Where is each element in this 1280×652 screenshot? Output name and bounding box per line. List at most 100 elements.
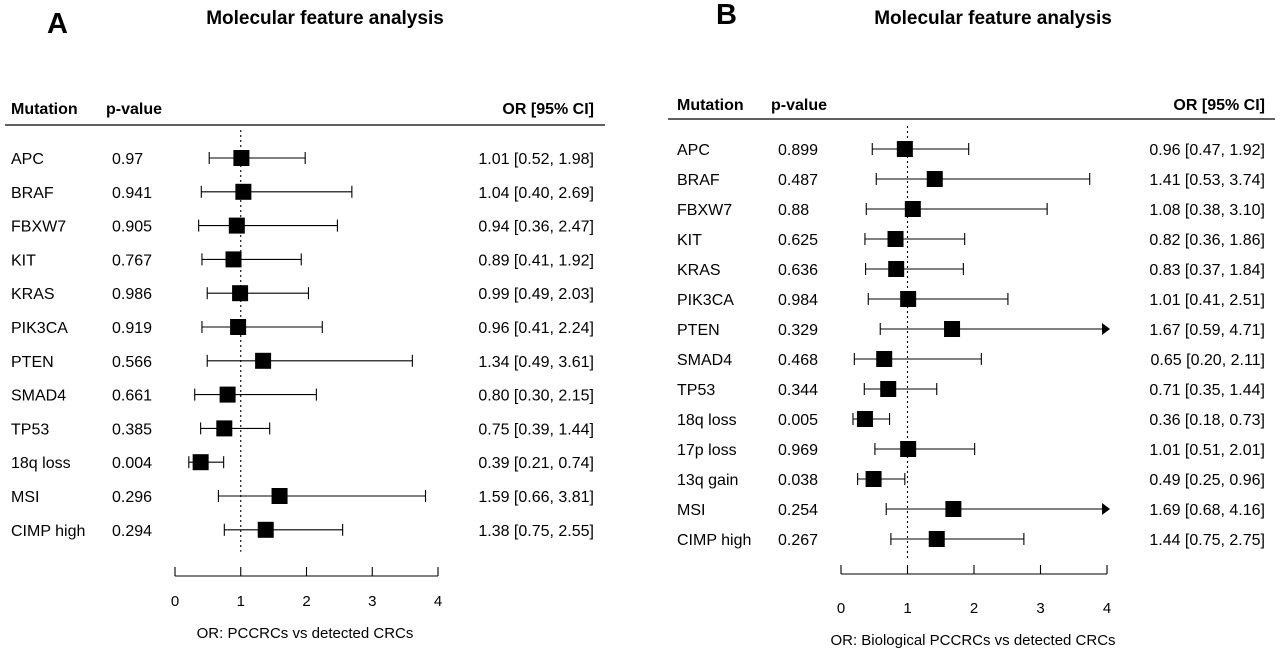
panel-b-row-mutation: PIK3CA — [677, 292, 734, 309]
panel-b-row: 17p loss 0.969 1.01 [0.51, 2.01] — [677, 441, 1265, 459]
panel-b-row-or-ci: 0.83 [0.37, 1.84] — [1149, 262, 1265, 279]
panel-b-row: BRAF 0.487 1.41 [0.53, 3.74] — [677, 171, 1265, 189]
panel-a-rows: APC 0.97 1.01 [0.52, 1.98] BRAF 0.941 1.04 [0… — [11, 130, 594, 552]
panel-a-row-or-ci: 0.99 [0.49, 2.03] — [478, 286, 594, 303]
panel-b-row-or-ci: 0.36 [0.18, 0.73] — [1149, 412, 1265, 429]
panel-a-row-or-ci: 1.01 [0.52, 1.98] — [478, 151, 594, 168]
panel-a-row-or-ci: 1.59 [0.66, 3.81] — [478, 489, 594, 506]
panel-a-point-estimate — [216, 420, 233, 437]
panel-b-row-or-ci: 1.08 [0.38, 3.10] — [1149, 202, 1265, 219]
panel-b-row: FBXW7 0.88 1.08 [0.38, 3.10] — [677, 201, 1265, 219]
panel-a-point-estimate — [219, 386, 236, 403]
panel-a-row-mutation: TP53 — [11, 421, 49, 438]
panel-b-row-pvalue: 0.038 — [778, 472, 818, 489]
panel-a-point-estimate — [271, 488, 288, 504]
panel-a-row-or-ci: 0.89 [0.41, 1.92] — [478, 252, 594, 269]
panel-a-row-mutation: KIT — [11, 252, 36, 269]
panel-a-point-estimate — [233, 150, 250, 166]
panel-b-row: 13q gain 0.038 0.49 [0.25, 0.96] — [677, 471, 1265, 489]
panel-a-row-mutation: PTEN — [11, 354, 54, 371]
panel-b-row-or-ci: 1.44 [0.75, 2.75] — [1149, 532, 1265, 549]
panel-b-tick-label: 1 — [903, 600, 911, 617]
panel-a-row-mutation: APC — [11, 151, 44, 168]
panel-a-row-pvalue: 0.294 — [112, 523, 152, 540]
panel-b-point-estimate — [887, 231, 904, 247]
panel-b: B Molecular feature analysis Mutation p-… — [668, 0, 1275, 649]
panel-b-header-mutation: Mutation — [677, 97, 744, 114]
panel-a-row: 18q loss 0.004 0.39 [0.21, 0.74] — [11, 454, 594, 472]
panel-b-row-pvalue: 0.329 — [778, 322, 818, 339]
panel-a-row-or-ci: 0.94 [0.36, 2.47] — [478, 219, 594, 236]
panel-b-row-pvalue: 0.899 — [778, 142, 818, 159]
panel-b-row: KIT 0.625 0.82 [0.36, 1.86] — [677, 231, 1265, 249]
panel-a-row-or-ci: 1.04 [0.40, 2.69] — [478, 185, 594, 202]
panel-a-row-pvalue: 0.919 — [112, 320, 152, 337]
panel-b-row-mutation: 17p loss — [677, 442, 737, 459]
panel-b-row: KRAS 0.636 0.83 [0.37, 1.84] — [677, 261, 1265, 279]
panel-b-x-axis: 0 1 2 3 4 — [837, 565, 1111, 617]
panel-b-row: TP53 0.344 0.71 [0.35, 1.44] — [677, 381, 1265, 399]
panel-a-row: KIT 0.767 0.89 [0.41, 1.92] — [11, 251, 594, 269]
panel-a-row: PIK3CA 0.919 0.96 [0.41, 2.24] — [11, 319, 594, 337]
panel-a-point-estimate — [230, 319, 247, 335]
panel-a-point-estimate — [232, 285, 249, 302]
panel-b-point-estimate — [904, 201, 921, 217]
panel-b-row: APC 0.899 0.96 [0.47, 1.92] — [677, 141, 1265, 159]
panel-b-header-pvalue: p-value — [771, 97, 827, 114]
panel-a-point-estimate — [192, 454, 209, 471]
panel-a-row-mutation: FBXW7 — [11, 219, 66, 236]
panel-b-point-estimate — [888, 261, 905, 277]
panel-b-ci-arrow — [1102, 323, 1110, 335]
panel-a-header-mutation: Mutation — [11, 101, 78, 118]
panel-b-row-pvalue: 0.267 — [778, 532, 818, 549]
panel-a-header-pvalue: p-value — [106, 101, 162, 118]
panel-a-row: APC 0.97 1.01 [0.52, 1.98] — [11, 150, 594, 168]
panel-b-row-mutation: MSI — [677, 502, 705, 519]
panel-b-point-estimate — [900, 291, 917, 307]
panel-b-row-or-ci: 1.41 [0.53, 3.74] — [1149, 172, 1265, 189]
panel-b-ci-arrow — [1102, 503, 1110, 515]
panel-b-point-estimate — [944, 321, 961, 337]
panel-b-point-estimate — [896, 141, 913, 157]
panel-b-row-or-ci: 1.01 [0.41, 2.51] — [1149, 292, 1265, 309]
panel-b-row-mutation: 13q gain — [677, 472, 738, 489]
panel-a-point-estimate — [235, 183, 252, 200]
panel-a-row: TP53 0.385 0.75 [0.39, 1.44] — [11, 420, 594, 438]
panel-a: A Molecular feature analysis Mutation p-… — [5, 8, 605, 642]
panel-b-point-estimate — [876, 351, 893, 367]
panel-a-title: Molecular feature analysis — [206, 8, 444, 29]
panel-b-row-pvalue: 0.254 — [778, 502, 818, 519]
panel-a-row-mutation: SMAD4 — [11, 388, 66, 405]
panel-b-row-pvalue: 0.984 — [778, 292, 818, 309]
panel-b-row-mutation: PTEN — [677, 322, 720, 339]
panel-a-row-pvalue: 0.385 — [112, 421, 152, 438]
panel-b-row-pvalue: 0.468 — [778, 352, 818, 369]
panel-b-row-or-ci: 0.65 [0.20, 2.11] — [1151, 352, 1265, 369]
panel-a-row-pvalue: 0.767 — [112, 252, 152, 269]
panel-a-x-axis-label: OR: PCCRCs vs detected CRCs — [197, 625, 414, 642]
panel-b-row-or-ci: 1.01 [0.51, 2.01] — [1149, 442, 1265, 459]
panel-b-title: Molecular feature analysis — [874, 8, 1112, 29]
panel-a-row-pvalue: 0.661 — [112, 388, 152, 405]
panel-b-row-or-ci: 0.71 [0.35, 1.44] — [1149, 382, 1265, 399]
panel-b-row-mutation: BRAF — [677, 172, 720, 189]
panel-b-header-or: OR [95% CI] — [1173, 97, 1265, 114]
panel-b-row-mutation: FBXW7 — [677, 202, 732, 219]
panel-b-tick-label: 2 — [970, 600, 978, 617]
panel-b-row-mutation: APC — [677, 142, 710, 159]
panel-a-row-mutation: CIMP high — [11, 523, 85, 540]
panel-b-row-pvalue: 0.625 — [778, 232, 818, 249]
panel-b-row-mutation: SMAD4 — [677, 352, 732, 369]
panel-a-tick-label: 1 — [237, 593, 245, 610]
panel-b-point-estimate — [945, 501, 962, 517]
panel-a-row-pvalue: 0.296 — [112, 489, 152, 506]
panel-b-row-mutation: CIMP high — [677, 532, 751, 549]
panel-a-row: PTEN 0.566 1.34 [0.49, 3.61] — [11, 352, 594, 371]
panel-a-tick-label: 2 — [302, 593, 310, 610]
panel-a-row: KRAS 0.986 0.99 [0.49, 2.03] — [11, 285, 594, 303]
panel-a-point-estimate — [257, 521, 274, 538]
panel-a-row-pvalue: 0.941 — [112, 185, 152, 202]
panel-a-row-or-ci: 0.80 [0.30, 2.15] — [478, 388, 594, 405]
panel-b-row: PTEN 0.329 1.67 [0.59, 4.71] — [677, 321, 1265, 339]
